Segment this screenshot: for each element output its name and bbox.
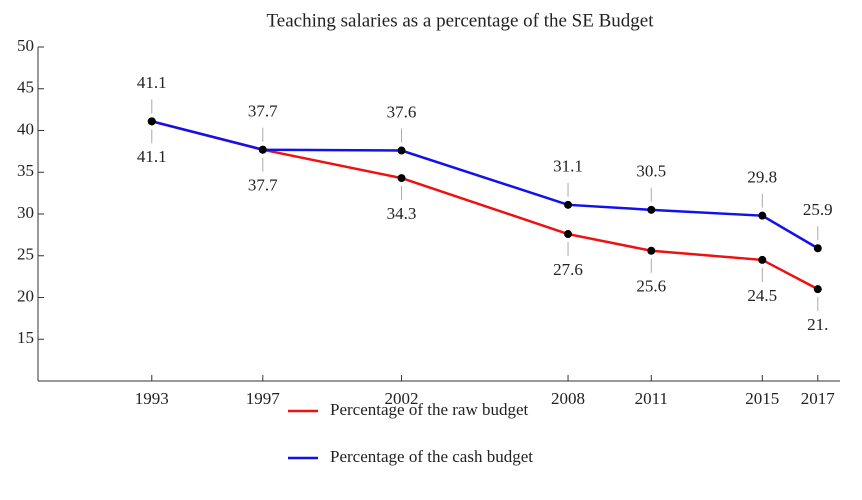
- data-point: [397, 174, 406, 183]
- y-tick-label: 50: [17, 36, 34, 55]
- data-label: 31.1: [553, 157, 583, 176]
- data-label: 24.5: [747, 286, 777, 305]
- data-point: [258, 145, 267, 154]
- x-tick-label: 2011: [635, 389, 668, 408]
- y-tick-label: 35: [17, 161, 34, 180]
- data-label: 41.1: [137, 73, 167, 92]
- data-label: 25.6: [636, 277, 666, 296]
- data-label: 21.: [807, 315, 828, 334]
- y-tick-label: 30: [17, 203, 34, 222]
- y-tick-label: 15: [17, 328, 34, 347]
- data-label: 29.8: [747, 168, 777, 187]
- data-point: [147, 117, 156, 126]
- data-point: [564, 200, 573, 209]
- data-label: 41.1: [137, 147, 167, 166]
- data-point: [647, 246, 656, 255]
- data-point: [813, 285, 822, 294]
- data-label: 37.7: [248, 176, 278, 195]
- data-point: [564, 230, 573, 239]
- chart-title: Teaching salaries as a percentage of the…: [267, 10, 655, 31]
- x-tick-label: 2017: [801, 389, 836, 408]
- data-label: 30.5: [636, 162, 666, 181]
- data-point: [813, 244, 822, 253]
- x-tick-label: 2015: [745, 389, 779, 408]
- x-tick-label: 2002: [385, 389, 419, 408]
- x-tick-label: 1993: [135, 389, 169, 408]
- data-label: 37.6: [387, 102, 417, 121]
- data-point: [758, 255, 767, 264]
- data-point: [758, 211, 767, 220]
- y-tick-label: 45: [17, 78, 34, 97]
- data-label: 37.7: [248, 102, 278, 121]
- x-tick-label: 2008: [551, 389, 585, 408]
- data-label: 25.9: [803, 200, 833, 219]
- data-point: [647, 205, 656, 214]
- data-label: 34.3: [387, 204, 417, 223]
- x-tick-label: 1997: [246, 389, 281, 408]
- data-label: 27.6: [553, 260, 583, 279]
- y-tick-label: 40: [17, 119, 34, 138]
- legend-label: Percentage of the raw budget: [330, 400, 529, 419]
- y-tick-label: 25: [17, 245, 34, 264]
- y-tick-label: 20: [17, 286, 34, 305]
- data-point: [397, 146, 406, 155]
- legend-label: Percentage of the cash budget: [330, 447, 533, 466]
